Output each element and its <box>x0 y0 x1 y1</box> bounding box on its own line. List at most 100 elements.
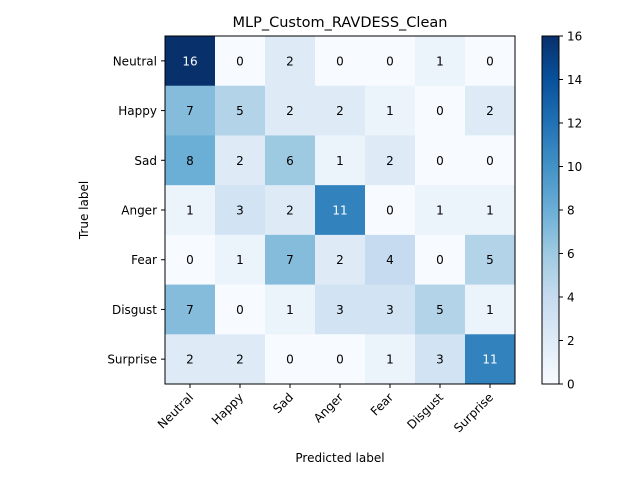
cell-value-label: 0 <box>286 353 294 367</box>
heatmap-cell <box>165 334 216 385</box>
y-tick-label: Neutral <box>113 54 157 68</box>
heatmap-cell <box>315 36 366 87</box>
cell-value-label: 1 <box>386 104 394 118</box>
cell-value-label: 11 <box>332 204 347 218</box>
cell-value-label: 1 <box>286 303 294 317</box>
chart-title: MLP_Custom_RAVDESS_Clean <box>233 15 448 31</box>
heatmap-cell <box>265 85 316 136</box>
heatmap-cell <box>165 36 216 87</box>
heatmap-cell <box>265 135 316 186</box>
heatmap-cell <box>315 234 366 286</box>
cell-value-label: 0 <box>436 253 444 267</box>
heatmap-cell <box>215 135 266 186</box>
cell-value-labels: 16 0 2 0 0 1 07 5 2 2 1 0 28 2 6 1 2 0 01 3 2 11 0 1 10 1 7 2 4 0 57 0 1… <box>182 54 497 366</box>
heatmap-cell <box>165 284 216 335</box>
cell-value-label: 1 <box>486 303 494 317</box>
cell-value-label: 0 <box>236 303 244 317</box>
y-tick-label: Happy <box>118 104 157 118</box>
y-tick-label: Disgust <box>112 303 157 317</box>
x-tick-label: Surprise <box>451 390 496 435</box>
x-tick-label: Anger <box>311 390 346 425</box>
cell-value-label: 0 <box>386 54 394 68</box>
heatmap-cell <box>215 36 266 87</box>
cell-value-label: 5 <box>236 104 244 118</box>
cell-value-label: 3 <box>236 204 244 218</box>
heatmap-cell <box>315 85 366 136</box>
heatmap-cell <box>465 135 516 186</box>
cell-value-label: 2 <box>486 104 494 118</box>
cell-value-label: 2 <box>336 104 344 118</box>
heatmap-cell <box>215 284 266 335</box>
heatmap-cell <box>165 185 216 236</box>
cell-value-label: 5 <box>486 253 494 267</box>
cell-value-label: 2 <box>286 204 294 218</box>
x-axis-ticks: Neutral Happy Sad Anger Fear Disgust Surprise <box>155 384 496 435</box>
cell-value-label: 8 <box>186 154 194 168</box>
cell-value-label: 7 <box>186 303 194 317</box>
x-tick-label: Fear <box>368 390 396 418</box>
y-axis-label: True label <box>77 181 91 240</box>
cell-value-label: 3 <box>386 303 394 317</box>
x-axis-label: Predicted label <box>295 451 384 465</box>
heatmap-cell <box>265 284 316 335</box>
cell-value-label: 3 <box>336 303 344 317</box>
heatmap-cell <box>465 85 516 136</box>
colorbar-tick-label: 10 <box>567 160 582 174</box>
heatmap-cell <box>215 185 266 236</box>
heatmap-cell <box>365 334 416 385</box>
colorbar-tick-label: 0 <box>567 378 575 392</box>
cell-value-label: 0 <box>186 253 194 267</box>
cell-value-label: 4 <box>386 253 394 267</box>
heatmap-cell <box>415 334 466 385</box>
cell-value-label: 0 <box>336 54 344 68</box>
heatmap-cell <box>365 284 416 335</box>
y-tick-label: Anger <box>121 204 157 218</box>
heatmap-cell <box>365 36 416 87</box>
cell-value-label: 0 <box>436 154 444 168</box>
cell-value-label: 0 <box>236 54 244 68</box>
cell-value-label: 1 <box>386 353 394 367</box>
heatmap-cell <box>315 334 366 385</box>
heatmap-cell <box>265 234 316 286</box>
cell-value-label: 1 <box>436 54 444 68</box>
heatmap-cell <box>315 185 366 236</box>
cell-value-label: 3 <box>436 353 444 367</box>
cell-value-label: 6 <box>286 154 294 168</box>
heatmap-cell <box>465 334 516 385</box>
cell-value-label: 2 <box>286 104 294 118</box>
cell-value-label: 2 <box>386 154 394 168</box>
heatmap-cell <box>365 135 416 186</box>
cell-value-label: 1 <box>436 204 444 218</box>
colorbar-tick-label: 16 <box>567 30 582 44</box>
cell-value-label: 2 <box>286 54 294 68</box>
x-tick-label: Happy <box>209 390 246 427</box>
heatmap-cell <box>415 135 466 186</box>
heatmap-cell <box>165 85 216 136</box>
cell-value-label: 16 <box>182 54 197 68</box>
heatmap-cell <box>415 234 466 286</box>
colorbar-tick-label: 6 <box>567 247 575 261</box>
colorbar-tick-label: 14 <box>567 73 582 87</box>
heatmap-cell <box>465 284 516 335</box>
heatmap-cell <box>365 234 416 286</box>
cell-value-label: 7 <box>186 104 194 118</box>
y-axis-ticks: Neutral Happy Sad Anger Fear Disgust Surprise <box>107 54 165 367</box>
cell-value-label: 2 <box>236 353 244 367</box>
colorbar-tick-label: 4 <box>567 291 575 305</box>
y-tick-label: Sad <box>134 154 157 168</box>
cell-value-label: 11 <box>482 353 497 367</box>
heatmap-cell <box>315 284 366 335</box>
x-tick-label: Sad <box>270 390 296 416</box>
cell-value-label: 7 <box>286 253 294 267</box>
heatmap-cell <box>215 234 266 286</box>
heatmap-cell <box>415 36 466 87</box>
x-tick-label: Neutral <box>155 390 196 431</box>
colorbar-tick-label: 2 <box>567 334 575 348</box>
cell-value-label: 2 <box>236 154 244 168</box>
heatmap-cell <box>265 185 316 236</box>
heatmap-cells <box>165 36 516 385</box>
heatmap-cell <box>215 85 266 136</box>
cell-value-label: 1 <box>486 204 494 218</box>
cell-value-label: 0 <box>486 54 494 68</box>
